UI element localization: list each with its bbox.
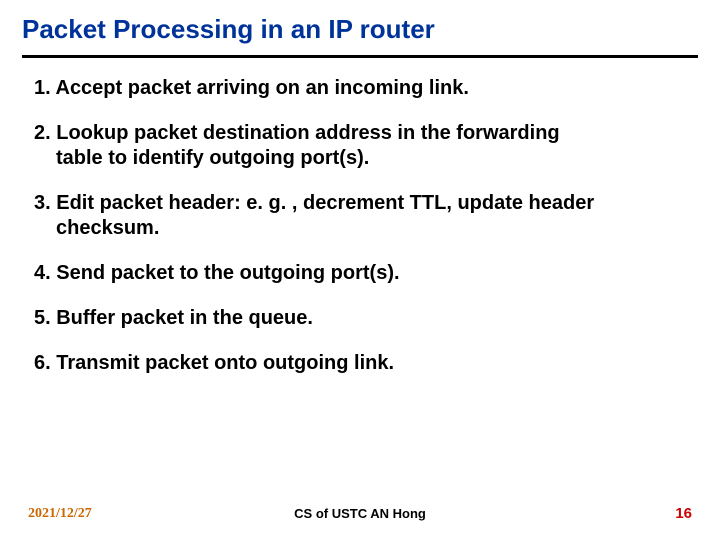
step-item: 3. Edit packet header: e. g. , decrement… (34, 191, 686, 241)
footer: 2021/12/27 CS of USTC AN Hong 16 (0, 505, 720, 522)
title-divider (22, 55, 698, 58)
step-text: 1. Accept packet arriving on an incoming… (34, 77, 469, 99)
step-item: 2. Lookup packet destination address in … (34, 121, 686, 171)
footer-date: 2021/12/27 (28, 506, 92, 522)
footer-page: 16 (675, 505, 692, 522)
step-text: 5. Buffer packet in the queue. (34, 307, 313, 329)
step-item: 4. Send packet to the outgoing port(s). (34, 261, 686, 286)
step-text: 3. Edit packet header: e. g. , decrement… (34, 192, 594, 214)
page-title: Packet Processing in an IP router (22, 14, 698, 45)
step-list: 1. Accept packet arriving on an incoming… (22, 76, 698, 376)
step-text-cont: checksum. (34, 216, 686, 241)
step-text-cont: table to identify outgoing port(s). (34, 146, 686, 171)
step-item: 5. Buffer packet in the queue. (34, 306, 686, 331)
step-text: 4. Send packet to the outgoing port(s). (34, 262, 400, 284)
step-text: 6. Transmit packet onto outgoing link. (34, 352, 394, 374)
footer-center: CS of USTC AN Hong (294, 506, 426, 521)
slide: Packet Processing in an IP router 1. Acc… (0, 0, 720, 540)
step-text: 2. Lookup packet destination address in … (34, 122, 560, 144)
step-item: 1. Accept packet arriving on an incoming… (34, 76, 686, 101)
step-item: 6. Transmit packet onto outgoing link. (34, 351, 686, 376)
